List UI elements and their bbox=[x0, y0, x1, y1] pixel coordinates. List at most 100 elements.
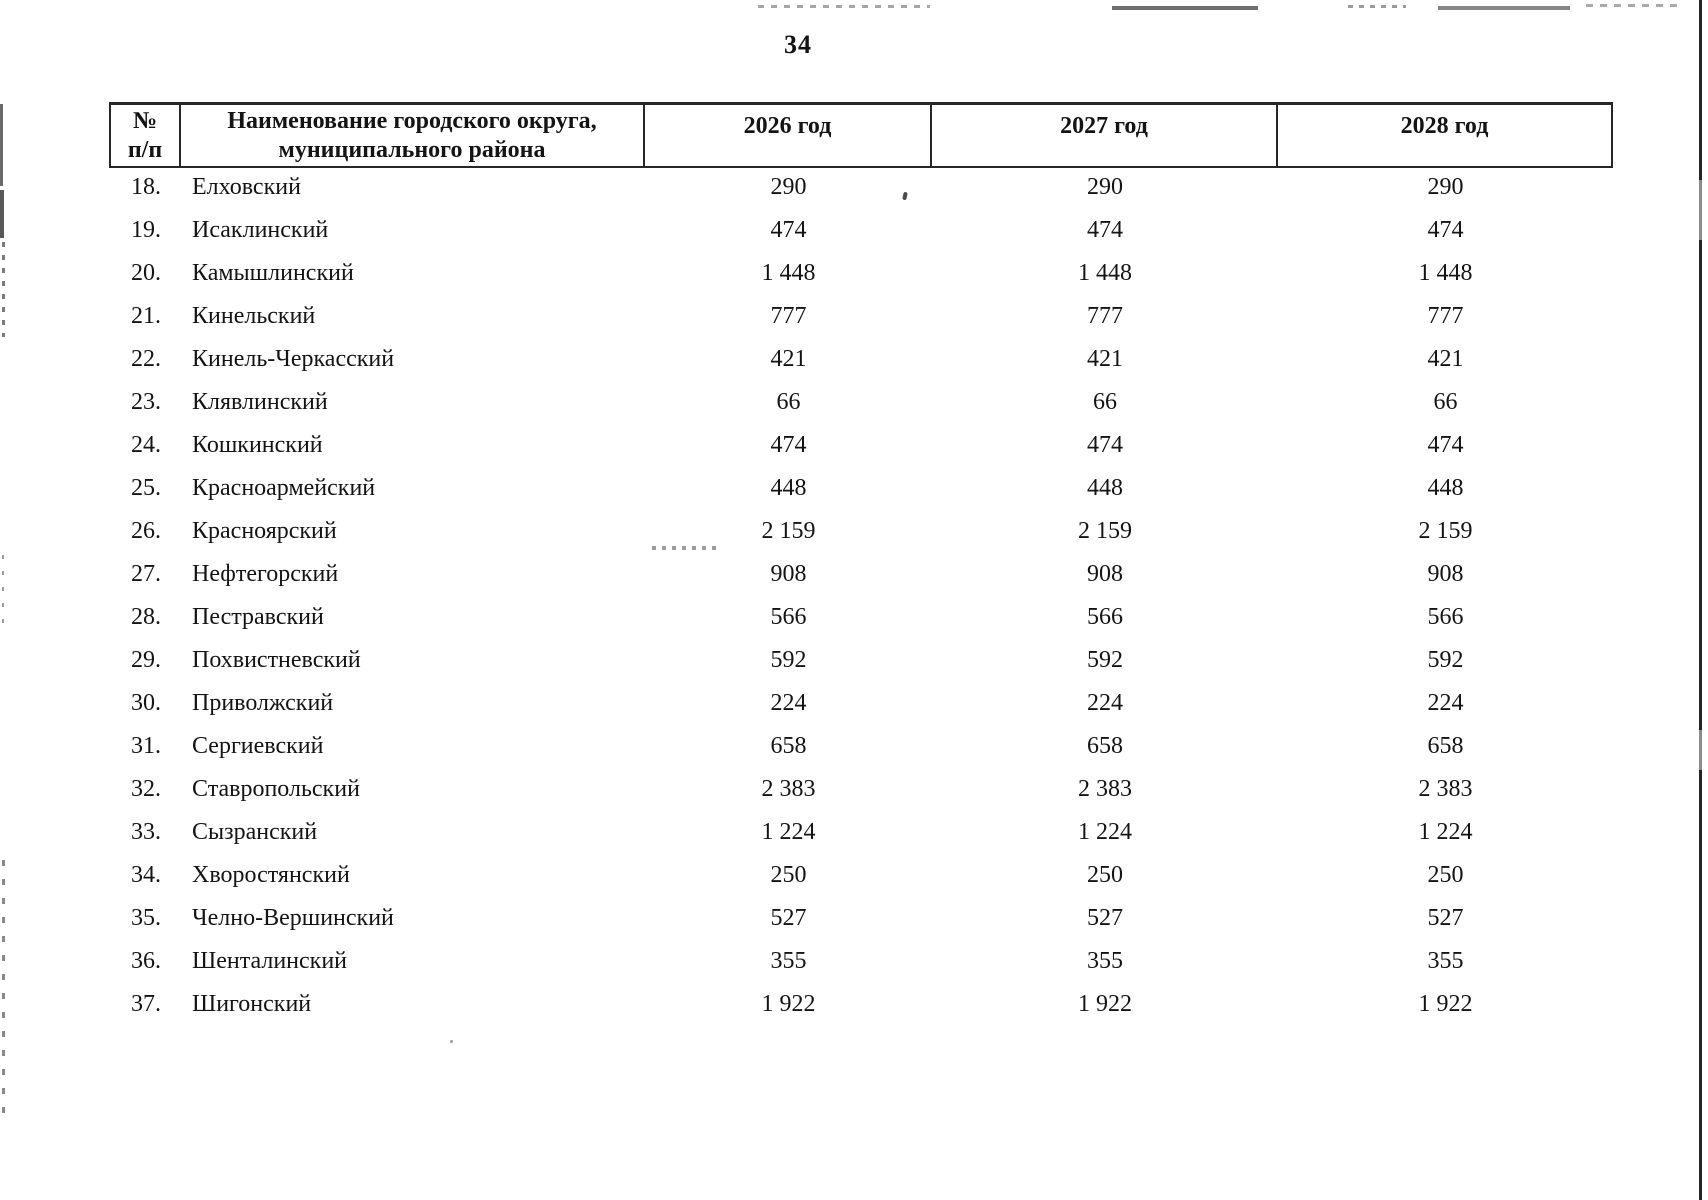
district-name: Сергиевский bbox=[192, 733, 324, 759]
value-2027: 566 bbox=[1087, 604, 1123, 630]
header-2026-label: 2026 год bbox=[743, 113, 832, 139]
value-2027: 527 bbox=[1087, 905, 1123, 931]
header-cell-2028: 2028 год bbox=[1278, 105, 1611, 166]
value-2027: 658 bbox=[1087, 733, 1123, 759]
table-row: 36. Шенталинский 355 355 355 bbox=[111, 940, 1613, 983]
value-2027: 355 bbox=[1087, 948, 1123, 974]
row-number: 18. bbox=[131, 174, 161, 200]
district-name: Красноярский bbox=[192, 518, 337, 544]
district-name: Приволжский bbox=[192, 690, 334, 716]
value-2026: 448 bbox=[770, 475, 807, 501]
value-2027: 421 bbox=[1087, 346, 1123, 372]
page-number: 34 bbox=[784, 30, 812, 59]
value-2027: 224 bbox=[1087, 690, 1123, 716]
value-2027: 448 bbox=[1087, 475, 1123, 501]
value-2026: 1 448 bbox=[761, 260, 816, 286]
value-2027: 777 bbox=[1087, 303, 1123, 329]
district-name: Кошкинский bbox=[192, 432, 323, 458]
table-row: 32. Ставропольский 2 383 2 383 2 383 bbox=[111, 768, 1613, 811]
value-2028: 474 bbox=[1427, 217, 1464, 243]
value-2028: 224 bbox=[1427, 690, 1464, 716]
district-name: Шенталинский bbox=[192, 948, 348, 974]
value-2028: 2 159 bbox=[1418, 518, 1473, 544]
value-2027: 1 224 bbox=[1078, 819, 1132, 845]
value-2028: 250 bbox=[1427, 862, 1464, 888]
scan-artifact-left-ticks-2 bbox=[2, 555, 4, 630]
row-number: 32. bbox=[131, 776, 161, 802]
table-row: 21. Кинельский 777 777 777 bbox=[111, 295, 1613, 338]
row-number: 25. bbox=[131, 475, 161, 501]
header-cell-num: № п/п bbox=[111, 105, 181, 166]
scan-artifact-top-dashes-1 bbox=[758, 5, 930, 8]
district-name: Камышлинский bbox=[192, 260, 354, 286]
header-name-line2: муниципального района bbox=[278, 136, 546, 163]
value-2027: 250 bbox=[1087, 862, 1123, 888]
district-name: Исаклинский bbox=[192, 217, 329, 243]
scan-artifact-left-edge-2 bbox=[0, 190, 4, 238]
scan-artifact-left-ticks-1 bbox=[2, 242, 5, 337]
row-number: 31. bbox=[131, 733, 161, 759]
header-2027-label: 2027 год bbox=[1060, 113, 1148, 139]
header-2028-label: 2028 год bbox=[1400, 113, 1489, 139]
value-2028: 290 bbox=[1427, 174, 1464, 200]
value-2026: 474 bbox=[770, 217, 807, 243]
scan-artifact-top-line-2 bbox=[1438, 6, 1570, 10]
row-number: 29. bbox=[131, 647, 161, 673]
row-number: 20. bbox=[131, 260, 161, 286]
row-number: 22. bbox=[131, 346, 161, 372]
row-number: 26. bbox=[131, 518, 161, 544]
value-2027: 1 448 bbox=[1078, 260, 1132, 286]
value-2027: 474 bbox=[1087, 432, 1123, 458]
value-2028: 592 bbox=[1427, 647, 1464, 673]
row-number: 37. bbox=[131, 991, 161, 1017]
value-2027: 290 bbox=[1087, 174, 1123, 200]
scan-artifact-left-ticks-3 bbox=[2, 860, 5, 1125]
value-2026: 566 bbox=[770, 604, 807, 630]
district-name: Челно-Вершинский bbox=[192, 905, 394, 931]
header-name-line1: Наименование городского округа, bbox=[227, 107, 597, 134]
table-body: 18. Елховский 290 290 290 19. Исаклински… bbox=[111, 166, 1613, 1026]
value-2028: 1 224 bbox=[1418, 819, 1473, 845]
value-2028: 1 922 bbox=[1418, 991, 1473, 1017]
district-name: Хворостянский bbox=[192, 862, 350, 888]
value-2026: 777 bbox=[770, 303, 807, 329]
row-number: 30. bbox=[131, 690, 161, 716]
table-row: 18. Елховский 290 290 290 bbox=[111, 166, 1613, 209]
table-row: 24. Кошкинский 474 474 474 bbox=[111, 424, 1613, 467]
scan-artifact-right-soft-2 bbox=[1699, 730, 1702, 770]
scan-artifact-right-edge bbox=[1699, 0, 1702, 1200]
row-number: 24. bbox=[131, 432, 161, 458]
value-2027: 474 bbox=[1087, 217, 1123, 243]
scan-artifact-left-edge-1 bbox=[0, 104, 3, 186]
value-2028: 777 bbox=[1427, 303, 1464, 329]
value-2028: 474 bbox=[1427, 432, 1464, 458]
value-2027: 592 bbox=[1087, 647, 1123, 673]
header-cell-2026: 2026 год bbox=[645, 105, 932, 166]
row-number: 27. bbox=[131, 561, 161, 587]
district-name: Шигонский bbox=[192, 991, 312, 1017]
table-row: 27. Нефтегорский 908 908 908 bbox=[111, 553, 1613, 596]
row-number: 33. bbox=[131, 819, 161, 845]
value-2028: 908 bbox=[1427, 561, 1464, 587]
value-2026: 1 922 bbox=[761, 991, 816, 1017]
header-cell-2027: 2027 год bbox=[932, 105, 1278, 166]
table-row: 25. Красноармейский 448 448 448 bbox=[111, 467, 1613, 510]
table-row: 26. Красноярский 2 159 2 159 2 159 bbox=[111, 510, 1613, 553]
row-number: 36. bbox=[131, 948, 161, 974]
district-name: Красноармейский bbox=[192, 475, 376, 501]
scan-artifact-top-dashes-2 bbox=[1348, 5, 1406, 8]
value-2028: 448 bbox=[1427, 475, 1464, 501]
value-2028: 2 383 bbox=[1418, 776, 1473, 802]
table-row: 23. Клявлинский 66 66 66 bbox=[111, 381, 1613, 424]
value-2026: 658 bbox=[770, 733, 807, 759]
scan-artifact-right-soft-1 bbox=[1699, 180, 1702, 240]
header-cell-name: Наименование городского округа, муниципа… bbox=[181, 105, 645, 166]
table-row: 29. Похвистневский 592 592 592 bbox=[111, 639, 1613, 682]
value-2026: 224 bbox=[770, 690, 807, 716]
value-2026: 592 bbox=[770, 647, 807, 673]
table-row: 34. Хворостянский 250 250 250 bbox=[111, 854, 1613, 897]
value-2028: 355 bbox=[1427, 948, 1464, 974]
table-row: 33. Сызранский 1 224 1 224 1 224 bbox=[111, 811, 1613, 854]
table-row: 20. Камышлинский 1 448 1 448 1 448 bbox=[111, 252, 1613, 295]
row-number: 35. bbox=[131, 905, 161, 931]
